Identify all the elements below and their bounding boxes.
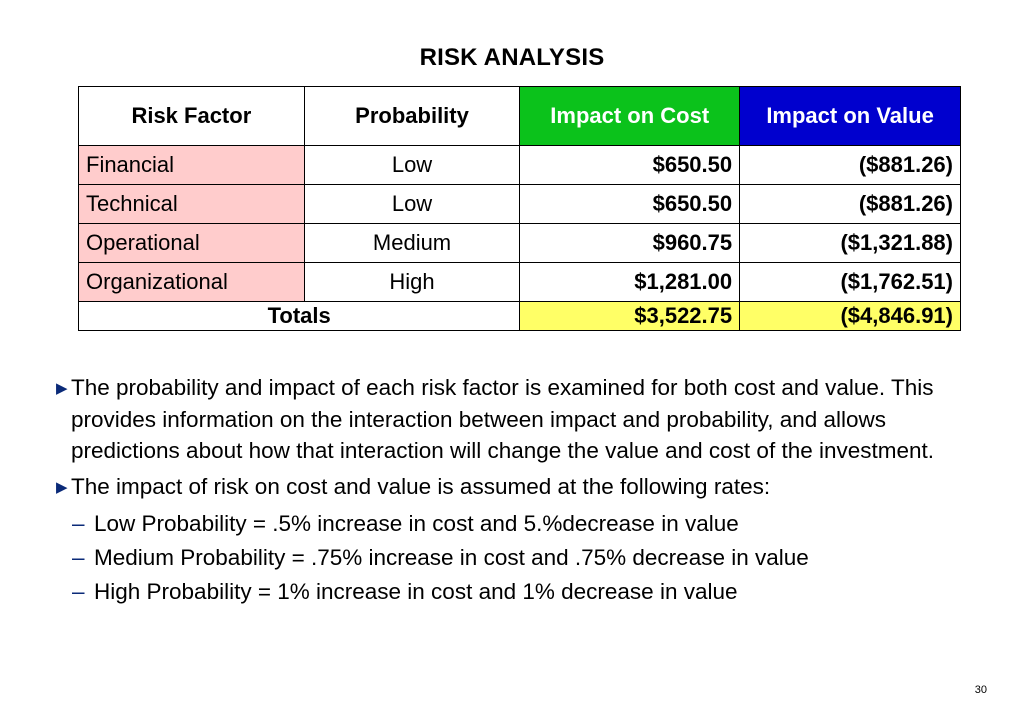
- sub-list-item: – Low Probability = .5% increase in cost…: [72, 507, 976, 541]
- bullet-item: ▶ The impact of risk on cost and value i…: [56, 471, 976, 504]
- impact-value-cell: ($881.26): [739, 145, 961, 185]
- probability-cell: Medium: [303, 223, 521, 263]
- header-impact-on-cost: Impact on Cost: [519, 86, 741, 146]
- rate-sub-list: – Low Probability = .5% increase in cost…: [56, 507, 976, 609]
- bullet-text: The impact of risk on cost and value is …: [71, 473, 771, 499]
- risk-factor-cell: Operational: [78, 223, 305, 263]
- sub-item-text: Medium Probability = .75% increase in co…: [94, 545, 809, 570]
- impact-value-cell: ($1,762.51): [739, 262, 961, 302]
- total-impact-value: ($4,846.91): [739, 301, 961, 331]
- sub-item-text: High Probability = 1% increase in cost a…: [94, 579, 738, 604]
- table-row: Financial Low $650.50 ($881.26): [78, 145, 961, 185]
- table-row: Technical Low $650.50 ($881.26): [78, 184, 961, 224]
- impact-cost-cell: $1,281.00: [519, 262, 741, 302]
- sub-item-text: Low Probability = .5% increase in cost a…: [94, 511, 739, 536]
- bullet-text: The probability and impact of each risk …: [71, 375, 935, 463]
- risk-factor-cell: Technical: [78, 184, 305, 224]
- sub-list-item: – High Probability = 1% increase in cost…: [72, 575, 976, 609]
- dash-bullet-icon: –: [72, 511, 85, 536]
- page-number: 30: [974, 684, 987, 696]
- triangle-bullet-icon: ▶: [56, 478, 68, 496]
- slide-title: RISK ANALYSIS: [419, 44, 605, 71]
- table-row: Operational Medium $960.75 ($1,321.88): [78, 223, 961, 263]
- impact-value-cell: ($881.26): [739, 184, 961, 224]
- header-risk-factor: Risk Factor: [78, 86, 305, 146]
- probability-cell: High: [303, 262, 521, 302]
- risk-factor-cell: Organizational: [78, 262, 305, 302]
- bullet-list: ▶ The probability and impact of each ris…: [56, 372, 976, 609]
- header-probability: Probability: [303, 86, 521, 146]
- probability-cell: Low: [303, 145, 521, 185]
- bullet-item: ▶ The probability and impact of each ris…: [56, 372, 976, 467]
- impact-cost-cell: $650.50: [519, 145, 741, 185]
- header-impact-on-value: Impact on Value: [739, 86, 961, 146]
- risk-analysis-table: Risk Factor Probability Impact on Cost I…: [77, 86, 961, 331]
- probability-cell: Low: [303, 184, 521, 224]
- dash-bullet-icon: –: [72, 545, 85, 570]
- triangle-bullet-icon: ▶: [56, 380, 68, 397]
- impact-cost-cell: $650.50: [519, 184, 741, 224]
- impact-value-cell: ($1,321.88): [739, 223, 961, 263]
- sub-list-item: – Medium Probability = .75% increase in …: [72, 541, 976, 575]
- risk-factor-cell: Financial: [78, 145, 305, 185]
- totals-label: Totals: [77, 301, 521, 331]
- total-impact-cost: $3,522.75: [519, 301, 741, 331]
- impact-cost-cell: $960.75: [519, 223, 741, 263]
- dash-bullet-icon: –: [72, 579, 85, 604]
- table-row: Organizational High $1,281.00 ($1,762.51…: [78, 262, 961, 302]
- table-header-row: Risk Factor Probability Impact on Cost I…: [78, 86, 961, 146]
- totals-row: Totals $3,522.75 ($4,846.91): [77, 301, 961, 331]
